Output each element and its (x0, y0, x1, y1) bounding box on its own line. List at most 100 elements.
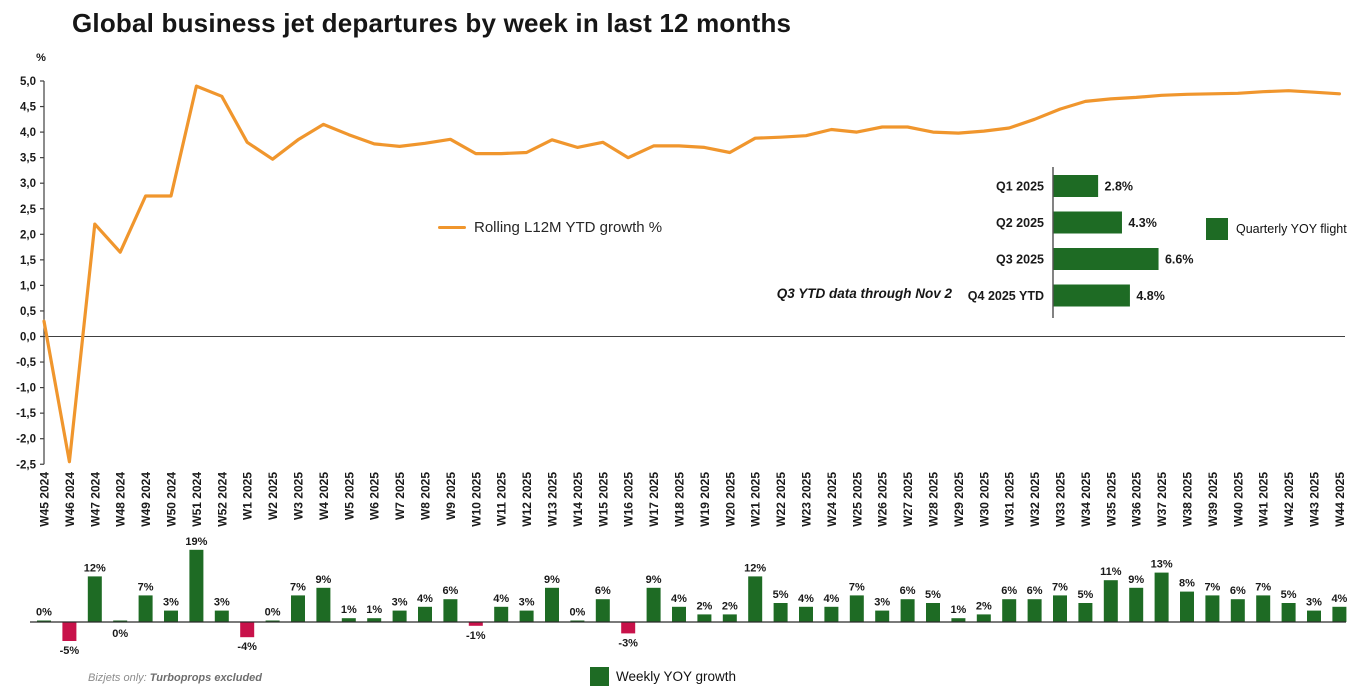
x-axis-label: W2 2025 (266, 472, 280, 520)
weekly-bar (1256, 595, 1271, 622)
x-axis-label: W34 2025 (1079, 472, 1093, 527)
x-axis-label: W9 2025 (444, 472, 458, 520)
x-axis-label: W3 2025 (292, 472, 306, 520)
weekly-bar (443, 599, 458, 622)
x-axis-label: W20 2025 (723, 472, 737, 527)
weekly-bar-value-label: 9% (544, 574, 560, 586)
x-axis-label: W12 2025 (520, 472, 534, 527)
weekly-bar-value-label: 0% (569, 607, 585, 619)
weekly-bar-value-label: 3% (874, 597, 890, 609)
x-axis-label: W14 2025 (571, 472, 585, 527)
x-axis-label: W7 2025 (393, 472, 407, 520)
weekly-bar (976, 614, 991, 622)
quarterly-category-label: Q2 2025 (996, 216, 1044, 230)
weekly-bar-value-label: 5% (773, 589, 789, 601)
weekly-bar-value-label: 5% (925, 589, 941, 601)
weekly-bar-value-label: 2% (722, 600, 738, 612)
weekly-bar-value-label: 3% (392, 597, 408, 609)
weekly-bar-value-label: 11% (1100, 566, 1122, 578)
footnote-bold: Turboprops excluded (149, 672, 263, 684)
footnote-prefix: Bizjets only: (88, 672, 150, 684)
weekly-bar (519, 610, 534, 622)
weekly-bar (773, 603, 788, 622)
quarterly-value-label: 2.8% (1105, 180, 1134, 194)
x-axis-label: W38 2025 (1181, 472, 1195, 527)
quarterly-legend-label: Quarterly YOY flight (1236, 222, 1347, 236)
weekly-legend-label: Weekly YOY growth (616, 669, 737, 684)
weekly-bar-value-label: 3% (1306, 597, 1322, 609)
x-axis-label: W47 2024 (88, 472, 102, 527)
inset-note: Q3 YTD data through Nov 2 (776, 286, 952, 301)
x-axis-label: W18 2025 (673, 472, 687, 527)
y-axis-tick-label: 5,0 (20, 76, 36, 88)
weekly-bar (1154, 572, 1169, 622)
weekly-bar-value-label: 6% (595, 585, 611, 597)
weekly-bar (1205, 595, 1220, 622)
weekly-bar-value-label: 4% (671, 593, 687, 605)
x-axis-label: W50 2024 (165, 472, 179, 527)
x-axis-label: W22 2025 (774, 472, 788, 527)
rolling-growth-line (42, 84, 1342, 464)
weekly-bar-value-label: -3% (618, 637, 638, 649)
y-axis-tick-label: 3,5 (20, 153, 37, 165)
x-axis-label: W1 2025 (241, 472, 255, 520)
weekly-bar-value-label: 4% (417, 593, 433, 605)
weekly-bar (1129, 587, 1144, 622)
weekly-bar-value-label: 0% (36, 607, 52, 619)
weekly-bar-value-label: 3% (163, 597, 179, 609)
weekly-bar (799, 606, 813, 622)
weekly-bar-value-label: 1% (341, 604, 357, 616)
page-title: Global business jet departures by week i… (72, 8, 792, 38)
y-axis-tick-label: 3,0 (20, 178, 36, 190)
weekly-bar (138, 595, 153, 622)
x-axis-label: W23 2025 (800, 472, 814, 527)
quarterly-bar (1053, 248, 1159, 270)
weekly-bar (1103, 580, 1118, 622)
weekly-bar-value-label: 7% (290, 581, 306, 593)
x-axis-label: W37 2025 (1155, 472, 1169, 527)
y-axis-tick-label: -2,5 (16, 459, 36, 471)
x-axis-label: W24 2025 (825, 472, 839, 527)
weekly-bar-value-label: 2% (696, 600, 712, 612)
weekly-bar (418, 606, 432, 622)
quarterly-value-label: 4.8% (1136, 289, 1165, 303)
weekly-bar-value-label: 6% (1001, 585, 1017, 597)
weekly-bar (1002, 599, 1017, 622)
orange-line-swatch (438, 225, 466, 230)
weekly-bar (621, 622, 636, 634)
weekly-bar-value-label: -1% (466, 630, 486, 642)
weekly-bar-value-label: 6% (900, 585, 916, 597)
x-axis-label: W33 2025 (1054, 472, 1068, 527)
weekly-bar (646, 587, 661, 622)
y-axis-tick-label: 1,0 (20, 280, 36, 292)
x-axis-label: W16 2025 (622, 472, 636, 527)
weekly-bar (367, 618, 382, 622)
weekly-bar (1332, 606, 1347, 622)
quarterly-category-label: Q3 2025 (996, 253, 1044, 267)
weekly-bar-value-label: 12% (744, 562, 766, 574)
weekly-bar-value-label: 5% (1281, 589, 1297, 601)
weekly-bar (1180, 591, 1194, 622)
weekly-bar-value-label: 9% (646, 574, 662, 586)
weekly-bar-value-label: 1% (950, 604, 966, 616)
weekly-bar-value-label: 3% (519, 597, 535, 609)
y-axis-tick-label: 2,0 (20, 229, 36, 241)
weekly-bar-value-label: 4% (1331, 593, 1347, 605)
x-axis-label: W19 2025 (698, 472, 712, 527)
weekly-bar-value-label: 0% (112, 628, 128, 640)
x-axis-label: W45 2024 (38, 472, 52, 527)
weekly-bar (1281, 603, 1296, 622)
weekly-bar-value-label: 7% (138, 581, 154, 593)
line-legend: Rolling L12M YTD growth % (438, 219, 662, 236)
x-axis-label: W36 2025 (1130, 472, 1144, 527)
line-legend-label: Rolling L12M YTD growth % (474, 219, 663, 236)
weekly-bar (900, 599, 915, 622)
footnote: Bizjets only: Turboprops excluded (88, 672, 262, 684)
x-axis-label: W15 2025 (596, 472, 610, 527)
weekly-bar (291, 595, 305, 622)
weekly-bar-value-label: 4% (798, 593, 814, 605)
x-axis-label: W40 2025 (1231, 472, 1245, 527)
x-axis-label: W28 2025 (927, 472, 941, 527)
weekly-bar-value-label: 9% (315, 574, 331, 586)
